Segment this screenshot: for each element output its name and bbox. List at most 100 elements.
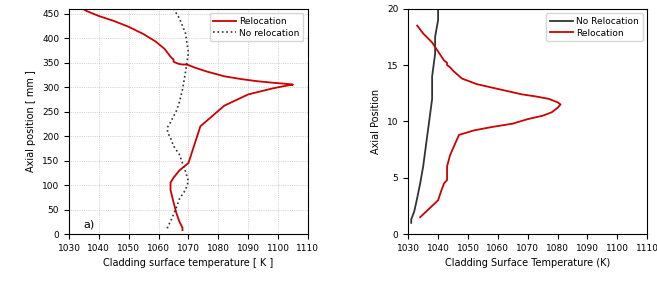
No relocation [181, 32, 189, 35]
No Relocation [410, 210, 418, 213]
Relocation [83, 9, 91, 13]
Legend: No Relocation, Relocation: No Relocation, Relocation [547, 13, 643, 41]
Relocation [443, 63, 451, 67]
Relocation [428, 41, 436, 44]
Relocation [280, 82, 288, 85]
Relocation [488, 125, 496, 129]
Relocation [191, 66, 198, 69]
Relocation [443, 165, 451, 168]
No relocation [164, 130, 171, 134]
Relocation [440, 59, 448, 62]
Relocation [554, 101, 562, 104]
Relocation [238, 77, 246, 81]
X-axis label: Cladding Surface Temperature (K): Cladding Surface Temperature (K) [445, 258, 610, 268]
Relocation [524, 117, 532, 121]
Relocation [286, 84, 294, 87]
No relocation [164, 225, 171, 229]
Relocation [140, 32, 148, 36]
Relocation [196, 125, 204, 128]
No Relocation [431, 35, 439, 39]
Relocation [443, 178, 451, 182]
No Relocation [417, 182, 424, 185]
Text: a): a) [83, 219, 95, 229]
No relocation [179, 161, 187, 165]
Relocation [220, 75, 228, 78]
Relocation [179, 228, 187, 232]
Relocation [170, 201, 177, 204]
Relocation [244, 93, 252, 96]
Relocation [173, 212, 181, 215]
No Relocation [413, 196, 421, 200]
Relocation [110, 19, 118, 23]
Relocation [419, 32, 427, 35]
Relocation [554, 106, 562, 110]
Relocation [289, 83, 297, 86]
Relocation [167, 55, 175, 58]
Relocation [74, 5, 82, 8]
Relocation [286, 82, 294, 86]
Relocation [167, 183, 175, 187]
Relocation [545, 97, 553, 101]
No Relocation [434, 18, 442, 22]
Relocation [152, 40, 160, 43]
Relocation [253, 79, 261, 83]
No Relocation [422, 142, 430, 146]
Relocation [185, 63, 193, 67]
Relocation [470, 129, 478, 132]
Relocation [175, 220, 183, 224]
Relocation [280, 84, 288, 88]
No relocation [175, 153, 183, 156]
Relocation [440, 182, 448, 185]
Relocation [268, 81, 276, 84]
Relocation [220, 104, 228, 108]
Relocation [455, 133, 463, 137]
Relocation [167, 188, 175, 192]
Relocation [95, 14, 102, 18]
Relocation [443, 171, 451, 174]
Relocation [446, 153, 454, 157]
No relocation [181, 71, 189, 74]
No relocation [167, 136, 175, 140]
Relocation [175, 62, 183, 66]
Relocation [518, 92, 526, 96]
Relocation [417, 216, 424, 219]
Relocation [125, 25, 133, 29]
Line: Relocation: Relocation [78, 6, 293, 230]
Relocation [446, 66, 454, 69]
No relocation [181, 188, 189, 192]
Relocation [173, 61, 181, 65]
No relocation [185, 51, 193, 55]
Relocation [437, 190, 445, 193]
Line: No relocation: No relocation [168, 9, 189, 230]
Relocation [434, 199, 442, 202]
Y-axis label: Axial Position: Axial Position [371, 89, 382, 154]
No Relocation [407, 218, 415, 221]
No relocation [175, 17, 183, 20]
No Relocation [428, 97, 436, 101]
No Relocation [434, 7, 442, 10]
No relocation [170, 213, 177, 216]
Relocation [160, 47, 168, 51]
No Relocation [425, 120, 433, 123]
Legend: Relocation, No relocation: Relocation, No relocation [210, 13, 304, 41]
No relocation [167, 220, 175, 223]
Relocation [434, 50, 442, 53]
Relocation [179, 226, 187, 229]
Relocation [422, 210, 430, 213]
Relocation [443, 61, 451, 64]
Relocation [539, 114, 547, 118]
Relocation [556, 103, 564, 106]
Relocation [533, 95, 541, 98]
Relocation [175, 169, 183, 172]
No relocation [179, 88, 187, 91]
Line: No Relocation: No Relocation [411, 9, 438, 223]
Relocation [488, 86, 496, 89]
Relocation [449, 69, 457, 73]
Relocation [437, 54, 445, 58]
No relocation [173, 109, 181, 112]
No relocation [164, 125, 171, 129]
No relocation [185, 179, 193, 183]
Relocation [509, 122, 516, 125]
No relocation [175, 197, 183, 201]
Relocation [170, 176, 177, 179]
